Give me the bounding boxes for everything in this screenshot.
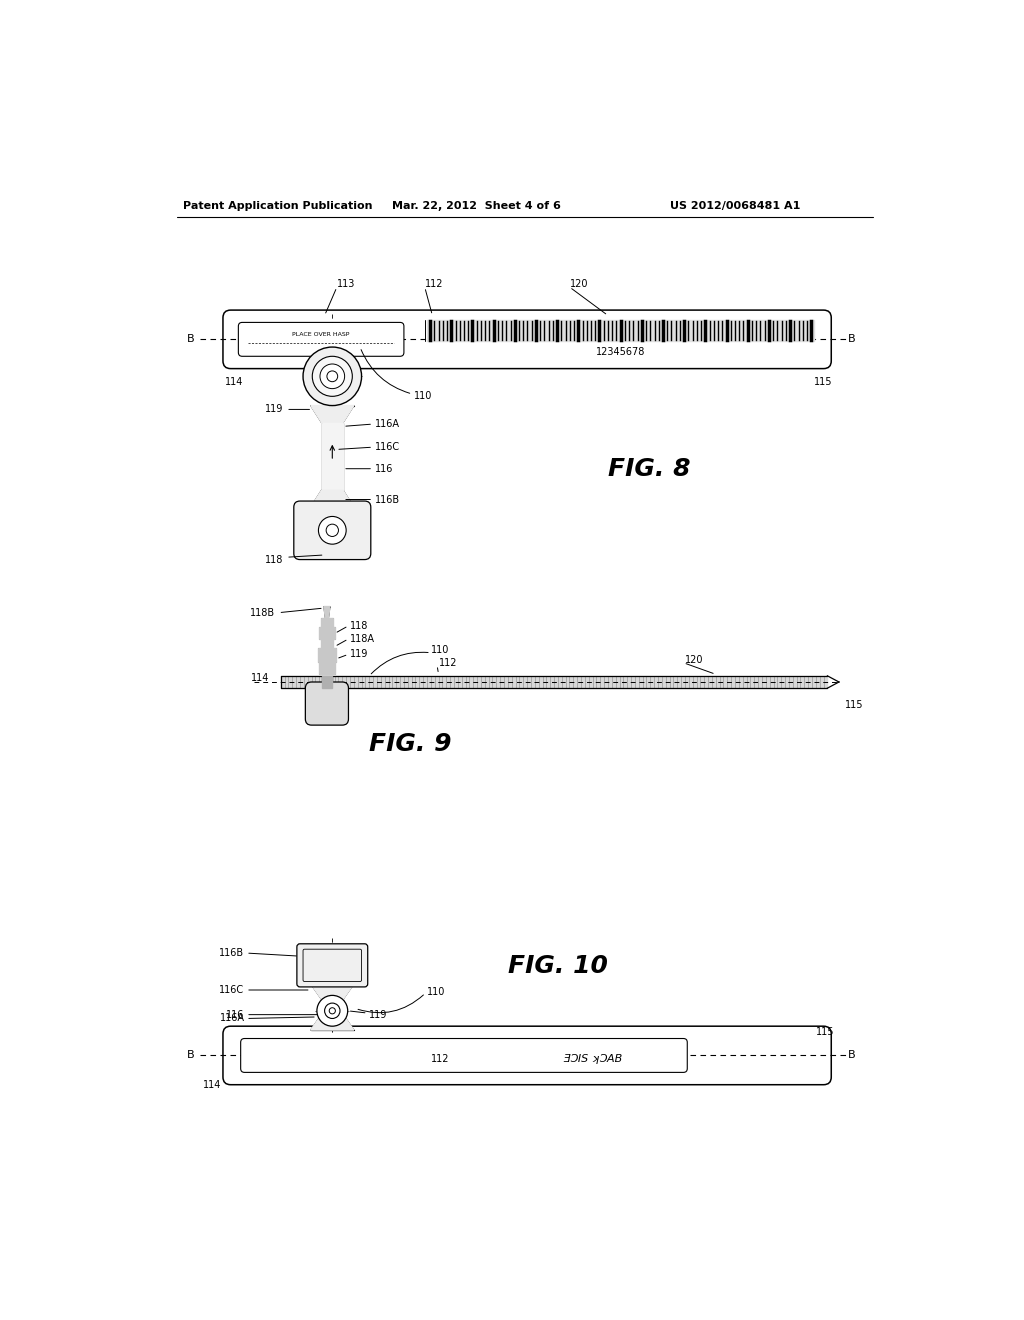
- Text: 114: 114: [224, 376, 243, 387]
- Circle shape: [327, 371, 338, 381]
- Text: 114: 114: [203, 1080, 221, 1090]
- Text: ƎƆIS ʞƆAB: ƎƆIS ʞƆAB: [563, 1053, 623, 1064]
- Text: 110: 110: [414, 391, 432, 400]
- Text: C: C: [313, 371, 319, 376]
- Circle shape: [316, 995, 348, 1026]
- FancyBboxPatch shape: [239, 322, 403, 356]
- Text: 116B: 116B: [219, 948, 245, 958]
- Circle shape: [319, 364, 345, 388]
- Text: B: B: [186, 334, 195, 345]
- Text: 120: 120: [569, 279, 588, 289]
- Text: 119: 119: [370, 1010, 388, 1019]
- Text: 12345678: 12345678: [596, 347, 646, 358]
- Text: 118: 118: [350, 620, 369, 631]
- FancyBboxPatch shape: [305, 682, 348, 725]
- Polygon shape: [310, 983, 354, 999]
- Text: WEB SEAL: WEB SEAL: [318, 956, 346, 960]
- FancyBboxPatch shape: [294, 502, 371, 560]
- FancyBboxPatch shape: [223, 1026, 831, 1085]
- Polygon shape: [310, 405, 354, 422]
- Polygon shape: [321, 639, 333, 648]
- Circle shape: [325, 1003, 340, 1019]
- Circle shape: [326, 524, 339, 536]
- Text: 118: 118: [264, 554, 283, 565]
- Polygon shape: [321, 618, 333, 627]
- Polygon shape: [310, 1015, 354, 1030]
- Text: 112: 112: [438, 657, 457, 668]
- Polygon shape: [322, 422, 343, 490]
- Text: FIG. 9: FIG. 9: [370, 731, 452, 755]
- Text: 116B: 116B: [376, 495, 400, 504]
- Circle shape: [303, 347, 361, 405]
- Text: 118A: 118A: [350, 634, 375, 644]
- Text: PLACE OVER HASP: PLACE OVER HASP: [292, 333, 349, 337]
- FancyBboxPatch shape: [223, 310, 831, 368]
- Text: 115: 115: [816, 1027, 835, 1038]
- Text: 110: 110: [431, 644, 450, 655]
- Circle shape: [312, 356, 352, 396]
- Polygon shape: [324, 607, 330, 618]
- FancyBboxPatch shape: [297, 944, 368, 987]
- Circle shape: [330, 1007, 336, 1014]
- Text: 115: 115: [845, 700, 863, 710]
- Text: 116A: 116A: [376, 418, 400, 429]
- Text: 113: 113: [337, 279, 355, 289]
- Text: US 2012/0068481 A1: US 2012/0068481 A1: [670, 201, 800, 211]
- Polygon shape: [319, 627, 335, 639]
- Text: E: E: [317, 363, 323, 368]
- Text: S: S: [326, 358, 330, 364]
- Text: 120: 120: [685, 656, 703, 665]
- Circle shape: [318, 516, 346, 544]
- Polygon shape: [310, 490, 354, 507]
- Polygon shape: [281, 676, 827, 688]
- Text: 116: 116: [376, 463, 394, 474]
- Polygon shape: [319, 663, 335, 673]
- Text: B: B: [848, 334, 856, 345]
- Text: 119: 119: [264, 404, 283, 414]
- Text: 116: 116: [226, 1010, 245, 1019]
- Text: 115: 115: [814, 376, 833, 387]
- Text: 116C: 116C: [376, 442, 400, 453]
- Text: 112: 112: [425, 279, 443, 289]
- Text: Mar. 22, 2012  Sheet 4 of 6: Mar. 22, 2012 Sheet 4 of 6: [392, 201, 561, 211]
- Text: U: U: [314, 380, 321, 385]
- FancyBboxPatch shape: [241, 1039, 687, 1072]
- Polygon shape: [427, 321, 814, 341]
- Text: 114: 114: [251, 673, 269, 684]
- Text: 112: 112: [431, 1055, 450, 1064]
- Text: SECURITY: SECURITY: [319, 966, 345, 972]
- Text: 119: 119: [350, 649, 369, 659]
- Text: 116A: 116A: [219, 1014, 245, 1023]
- Text: Patent Application Publication: Patent Application Publication: [183, 201, 373, 211]
- Text: FIG. 10: FIG. 10: [508, 954, 607, 978]
- Polygon shape: [317, 648, 336, 663]
- Polygon shape: [322, 999, 343, 1015]
- Text: B: B: [848, 1051, 856, 1060]
- Text: 118B: 118B: [250, 607, 275, 618]
- Polygon shape: [323, 676, 332, 688]
- Text: B: B: [186, 1051, 195, 1060]
- Text: R: R: [319, 387, 326, 392]
- Text: 110: 110: [427, 986, 445, 997]
- Text: 116C: 116C: [219, 985, 245, 995]
- Text: FIG. 8: FIG. 8: [608, 457, 690, 480]
